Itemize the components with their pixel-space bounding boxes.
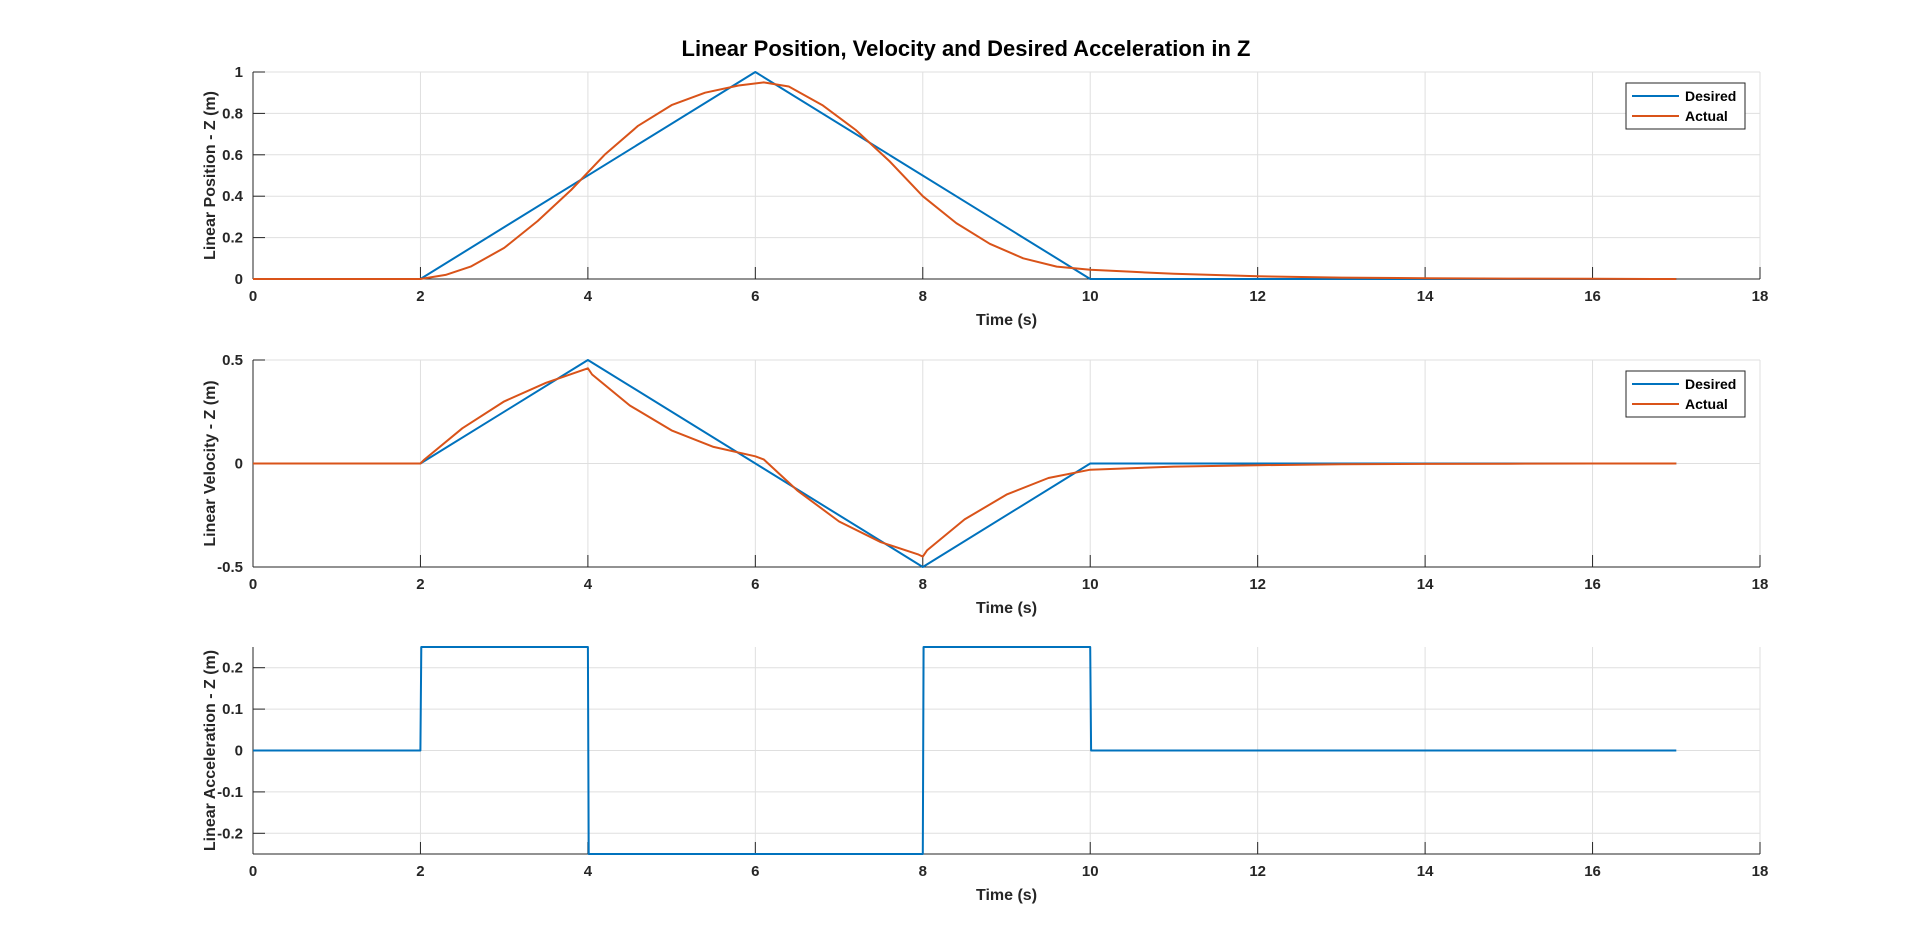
figure-title: Linear Position, Velocity and Desired Ac…: [682, 36, 1251, 61]
acceleration-x-axis-label: Time (s): [976, 887, 1037, 904]
acceleration-y-tick-label: 0.1: [222, 701, 243, 718]
velocity-axes: 0 2 4 6 8 10 12 14 16 18 -0.5 0 0.5 Time (s) Linear Ve…: [202, 352, 1768, 617]
position-legend-entry-desired: Desired: [1685, 88, 1736, 104]
position-x-tick-label: 4: [584, 288, 593, 305]
acceleration-x-tick-label: 8: [919, 863, 927, 880]
velocity-x-tick-label: 16: [1584, 576, 1601, 593]
position-y-tick-label: 0.8: [222, 105, 243, 122]
acceleration-y-tick-label: 0: [235, 743, 243, 760]
velocity-x-tick-label: 0: [249, 576, 257, 593]
velocity-y-axis-label: Linear Velocity - Z (m): [202, 380, 219, 546]
velocity-x-tick-label: 6: [751, 576, 759, 593]
velocity-legend-box: [1625, 370, 1746, 418]
acceleration-x-tick-label: 4: [584, 863, 593, 880]
acceleration-x-tick-label: 2: [416, 863, 424, 880]
position-y-tick-label: 0.2: [222, 230, 243, 247]
acceleration-x-tick-label: 16: [1584, 863, 1601, 880]
position-y-tick-label: 0.4: [222, 188, 244, 205]
position-x-tick-label: 0: [249, 288, 257, 305]
velocity-legend-entry-desired: Desired: [1685, 376, 1736, 392]
position-legend-entry-actual: Actual: [1685, 108, 1728, 124]
acceleration-x-tick-label: 12: [1249, 863, 1266, 880]
position-x-tick-label: 6: [751, 288, 759, 305]
acceleration-x-tick-label: 10: [1082, 863, 1099, 880]
position-actual-series-line: [253, 81, 1677, 280]
velocity-actual-series-line: [253, 367, 1677, 558]
velocity-x-tick-label: 8: [919, 576, 927, 593]
velocity-x-tick-label: 12: [1249, 576, 1266, 593]
acceleration-x-tick-label: 0: [249, 863, 257, 880]
acceleration-y-tick-label: -0.1: [217, 784, 243, 801]
position-y-tick-label: 1: [235, 64, 243, 81]
velocity-legend-entry-actual: Actual: [1685, 396, 1728, 412]
velocity-y-tick-label: 0.5: [222, 352, 243, 369]
position-x-tick-label: 10: [1082, 288, 1099, 305]
velocity-x-tick-label: 18: [1752, 576, 1769, 593]
velocity-x-tick-label: 4: [584, 576, 593, 593]
position-plot-area: [253, 72, 1760, 279]
position-legend-box: [1625, 82, 1746, 130]
velocity-y-tick-label: 0: [235, 456, 243, 473]
acceleration-desired-series-line: [253, 646, 1677, 855]
position-legend: Desired Actual: [1625, 82, 1746, 130]
position-x-axis-label: Time (s): [976, 312, 1037, 329]
velocity-x-tick-label: 2: [416, 576, 424, 593]
position-x-tick-label: 18: [1752, 288, 1769, 305]
position-y-axis-label: Linear Position - Z (m): [202, 91, 219, 260]
acceleration-x-tick-label: 18: [1752, 863, 1769, 880]
velocity-x-tick-label: 14: [1417, 576, 1434, 593]
velocity-y-tick-label: -0.5: [217, 559, 243, 576]
position-x-tick-label: 12: [1249, 288, 1266, 305]
position-x-tick-label: 2: [416, 288, 424, 305]
acceleration-y-tick-label: 0.2: [222, 660, 243, 677]
acceleration-y-tick-label: -0.2: [217, 825, 243, 842]
position-axes: 0 2 4 6 8 10 12 14 16 18 0 0.2 0.4 0.6 0.8 1 Time (s) Lin…: [202, 64, 1768, 329]
position-x-tick-label: 16: [1584, 288, 1601, 305]
position-y-tick-label: 0: [235, 271, 243, 288]
acceleration-y-axis-label: Linear Acceleration - Z (m): [202, 650, 219, 851]
position-x-tick-label: 8: [919, 288, 927, 305]
velocity-x-axis-label: Time (s): [976, 600, 1037, 617]
position-x-tick-label: 14: [1417, 288, 1434, 305]
acceleration-axes: 0 2 4 6 8 10 12 14 16 18 -0.2 -0.1 0 0.1 0.2 Time (s) Li…: [202, 646, 1769, 904]
acceleration-x-tick-label: 14: [1417, 863, 1434, 880]
position-y-tick-label: 0.6: [222, 147, 243, 164]
velocity-x-tick-label: 10: [1082, 576, 1099, 593]
acceleration-x-tick-label: 6: [751, 863, 759, 880]
velocity-legend: Desired Actual: [1625, 370, 1746, 418]
